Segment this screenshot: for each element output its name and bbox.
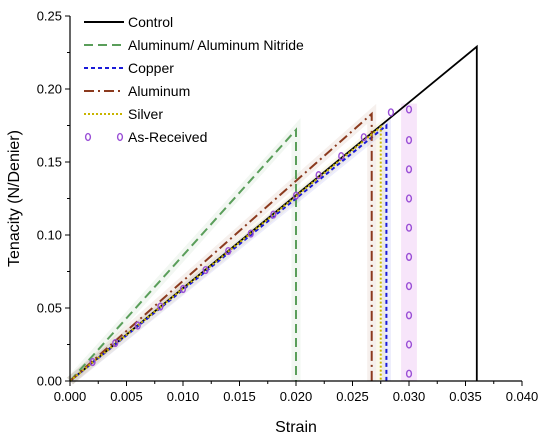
series-line-aluminum: [69, 111, 373, 382]
legend-label: Silver: [128, 106, 163, 122]
legend-label: Copper: [128, 60, 174, 76]
as-received-marker: [405, 105, 413, 114]
as-received-marker: [405, 136, 413, 145]
as-received-marker: [89, 357, 96, 367]
y-tick-label: 0.20: [37, 82, 62, 97]
x-tick-label: 0.040: [506, 389, 539, 404]
as-received-marker: [338, 152, 345, 161]
x-tick-label: 0.025: [336, 389, 369, 404]
legend: Control Aluminum/ Aluminum Nitride Copper A…: [84, 14, 304, 145]
as-received-marker: [405, 369, 413, 378]
y-tick-label: 0.15: [37, 155, 62, 170]
as-received-marker: [270, 210, 277, 219]
series-line-aluminum-aluminum-nitride: [69, 127, 297, 382]
as-received-marker: [157, 302, 164, 311]
as-received-marker: [202, 265, 209, 275]
as-received-marker: [247, 229, 254, 238]
x-tick-label: 0.030: [393, 389, 426, 404]
legend-marker-as-received: [116, 132, 124, 142]
as-received-marker: [179, 284, 187, 294]
as-received-marker: [134, 321, 141, 330]
legend-label: As-Received: [128, 129, 207, 145]
as-received-marker: [292, 191, 300, 200]
x-axis-title: Strain: [275, 419, 317, 436]
as-received-marker: [112, 338, 119, 348]
y-tick-label: 0.25: [37, 9, 62, 24]
legend-marker-as-received: [84, 132, 92, 142]
y-tick-label: 0.00: [37, 374, 62, 389]
as-received-marker: [225, 246, 232, 256]
as-received-marker: [315, 171, 322, 180]
as-received-marker: [360, 133, 367, 142]
x-tick-label: 0.000: [54, 389, 87, 404]
x-tick-label: 0.010: [167, 389, 200, 404]
as-received-marker: [387, 108, 395, 117]
y-tick-label: 0.05: [37, 301, 62, 316]
legend-label: Aluminum: [128, 83, 190, 99]
x-tick-label: 0.035: [449, 389, 482, 404]
as-received-marker: [405, 223, 413, 232]
as-received-marker: [405, 165, 413, 174]
series-line-copper: [69, 123, 388, 382]
as-received-marker: [405, 311, 413, 320]
as-received-marker: [405, 252, 413, 262]
x-tick-label: 0.020: [280, 389, 313, 404]
legend-label: Control: [128, 14, 173, 30]
as-received-marker: [405, 282, 413, 291]
series-layer: [69, 44, 478, 382]
axis-layer: 0.000 0.005 0.010 0.015 0.020 0.025 0.030 0.035…: [37, 9, 539, 405]
legend-label: Aluminum/ Aluminum Nitride: [128, 37, 304, 53]
as-received-drop-band: [401, 103, 417, 381]
y-tick-label: 0.10: [37, 228, 62, 243]
x-tick-label: 0.015: [223, 389, 256, 404]
as-received-marker: [405, 340, 413, 349]
series-line-silver: [69, 124, 382, 382]
x-tick-label: 0.005: [110, 389, 143, 404]
y-axis-title: Tenacity (N/Denier): [6, 130, 23, 267]
as-received-marker: [405, 194, 413, 203]
series-line-control: [69, 44, 478, 382]
